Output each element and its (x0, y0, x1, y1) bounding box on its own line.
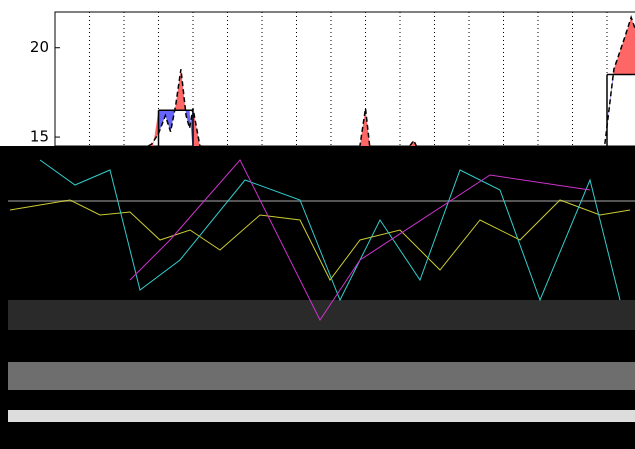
plot-layer (89, 12, 635, 146)
y-tick-label: 20 (30, 38, 49, 56)
corrupted-region (0, 146, 635, 449)
y-tick-label: 15 (30, 128, 49, 146)
plot-area (54, 11, 635, 147)
